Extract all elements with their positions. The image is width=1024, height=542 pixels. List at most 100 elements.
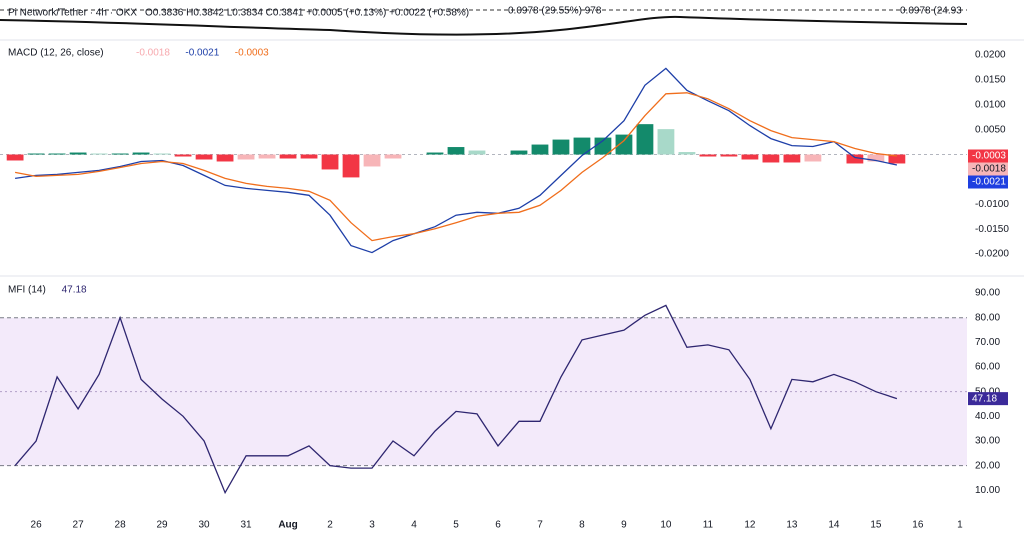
y-tick-label: 30.00 [975, 436, 1000, 447]
x-tick-label: 5 [453, 520, 459, 531]
header-ohlc: O0.3836 H0.3842 L0.3834 C0.3841 +0.0005 … [145, 8, 469, 19]
measure-label: 0.0978 (24.93 [900, 6, 962, 17]
histogram-bar [174, 154, 192, 157]
price-badge [968, 162, 1008, 176]
histogram-bar [237, 154, 255, 160]
x-tick-label: 14 [828, 520, 840, 531]
histogram-bar [678, 152, 696, 155]
histogram-bar [111, 153, 129, 155]
y-tick-label: 0.0150 [975, 74, 1006, 85]
legend-value: 47.18 [62, 285, 87, 296]
x-tick-label: 3 [369, 520, 375, 531]
price-badge [968, 149, 1008, 163]
histogram-bar [342, 154, 360, 178]
x-tick-label: 16 [912, 520, 924, 531]
y-tick-label: 0.0100 [975, 99, 1006, 110]
x-tick-label: 27 [73, 520, 85, 531]
y-tick-label: 20.00 [975, 460, 1000, 471]
histogram-bar [510, 150, 528, 155]
price-badge [968, 392, 1008, 406]
series-line [14, 92, 897, 242]
y-tick-label: 90.00 [975, 288, 1000, 299]
histogram-bar [468, 150, 486, 155]
y-tick-label: 80.00 [975, 312, 1000, 323]
header-title: Pi Network/Tether · 4h · OKX [8, 8, 137, 19]
legend-value: -0.0018 [136, 48, 170, 59]
price-curve [0, 15, 968, 36]
x-tick-label: 9 [621, 520, 627, 531]
histogram-bar [426, 152, 444, 155]
y-tick-label: -0.0100 [975, 199, 1009, 210]
histogram-bar [384, 154, 402, 159]
price-badge-label: -0.0003 [972, 151, 1006, 162]
price-badge-label: 47.18 [972, 393, 997, 404]
x-tick-label: 13 [786, 520, 798, 531]
y-tick-label: 0.0050 [975, 124, 1006, 135]
histogram-bar [720, 154, 738, 157]
histogram-bar [594, 137, 612, 155]
price-badge-label: -0.0018 [972, 164, 1006, 175]
series-line [15, 67, 898, 254]
histogram-bar [573, 137, 591, 155]
histogram-bar [552, 139, 570, 155]
histogram-bar [132, 152, 150, 155]
histogram-bar [657, 129, 675, 155]
histogram-bar [447, 147, 465, 155]
x-tick-label: 1 [957, 520, 963, 531]
histogram-bar [90, 153, 108, 155]
y-tick-label: 60.00 [975, 362, 1000, 373]
price-badge [968, 175, 1008, 189]
histogram-bar [195, 154, 213, 160]
histogram-bar [6, 154, 24, 161]
histogram-bar [741, 154, 759, 160]
y-tick-label: 40.00 [975, 411, 1000, 422]
histogram-bar [153, 153, 171, 155]
x-tick-label: 10 [660, 520, 672, 531]
legend-title: MFI (14) [8, 285, 46, 296]
histogram-bar [804, 154, 822, 162]
y-tick-label: 50.00 [975, 386, 1000, 397]
x-tick-label: 30 [199, 520, 211, 531]
x-tick-label: 26 [31, 520, 43, 531]
x-tick-label: 2 [327, 520, 333, 531]
histogram-bar [69, 152, 87, 155]
histogram-bar [888, 154, 906, 164]
y-tick-label: 10.00 [975, 485, 1000, 496]
price-badge-label: -0.0021 [972, 177, 1006, 188]
histogram-bar [846, 154, 864, 164]
y-tick-label: -0.0200 [975, 249, 1009, 260]
histogram-bar [216, 154, 234, 162]
histogram-bar [783, 154, 801, 163]
measure-label: 0.0978 (29.55%) 978 [508, 6, 602, 17]
y-tick-label: -0.0150 [975, 224, 1009, 235]
x-tick-label: 11 [703, 520, 714, 531]
histogram-bar [48, 153, 66, 155]
histogram-bar [279, 154, 297, 159]
x-tick-label: Aug [278, 520, 297, 531]
histogram-bar [531, 144, 549, 155]
histogram-bar [867, 154, 885, 162]
histogram-bar [636, 124, 654, 155]
legend-value: -0.0003 [235, 48, 269, 59]
histogram-bar [615, 134, 633, 155]
histogram-bar [27, 153, 45, 155]
x-tick-label: 15 [870, 520, 882, 531]
legend-title: MACD (12, 26, close) [8, 48, 104, 59]
histogram-bar [699, 154, 717, 157]
series-line [14, 304, 898, 495]
histogram-bar [300, 154, 318, 159]
x-tick-label: 6 [495, 520, 501, 531]
histogram-bar [321, 154, 339, 170]
histogram-bar [363, 154, 381, 167]
x-tick-label: 31 [240, 520, 252, 531]
x-tick-label: 8 [579, 520, 585, 531]
legend-value: -0.0021 [185, 48, 219, 59]
x-tick-label: 28 [115, 520, 127, 531]
x-tick-label: 12 [744, 520, 756, 531]
x-tick-label: 29 [157, 520, 169, 531]
y-tick-label: 0.0200 [975, 50, 1006, 61]
x-tick-label: 7 [537, 520, 543, 531]
x-tick-label: 4 [411, 520, 417, 531]
histogram-bar [258, 154, 276, 159]
